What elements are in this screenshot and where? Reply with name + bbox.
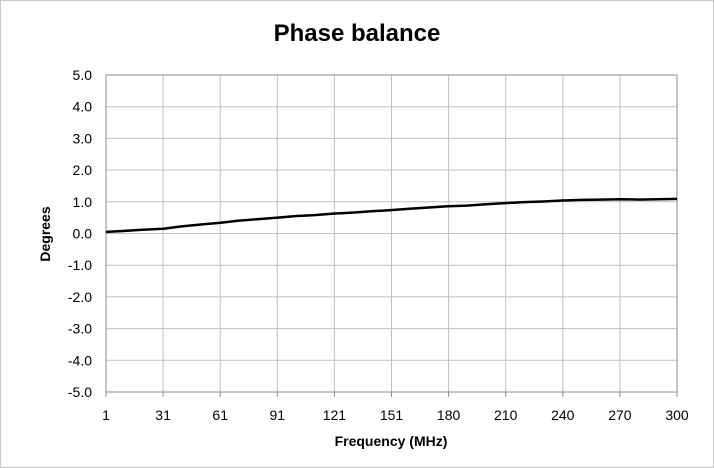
x-tick-label: 270 bbox=[608, 407, 632, 423]
y-tick-label: -3.0 bbox=[68, 321, 92, 337]
plot-area-border bbox=[105, 74, 678, 393]
y-tick-label: -2.0 bbox=[68, 289, 92, 305]
x-tick-label: 180 bbox=[437, 407, 461, 423]
y-tick-label: 4.0 bbox=[73, 99, 93, 115]
y-tick-label: 5.0 bbox=[73, 67, 93, 83]
series-layer bbox=[105, 197, 678, 234]
y-tick-label: -4.0 bbox=[68, 352, 92, 368]
y-tick-label: -5.0 bbox=[68, 384, 92, 400]
y-tick-label: -1.0 bbox=[68, 257, 92, 273]
y-tick-label: 3.0 bbox=[73, 130, 93, 146]
x-tick-label: 1 bbox=[102, 407, 110, 423]
chart-title: Phase balance bbox=[273, 20, 441, 47]
x-tick-label: 240 bbox=[551, 407, 575, 423]
grid bbox=[105, 74, 678, 397]
y-axis-title: Degrees bbox=[37, 206, 53, 261]
x-tick-label: 151 bbox=[380, 407, 404, 423]
tick-labels: 5.0 4.0 3.0 2.0 1.0 0.0 -1.0 -2.0 -3.0 -4.0 -5.0 1 3… bbox=[68, 67, 689, 423]
x-tick-label: 210 bbox=[494, 407, 518, 423]
x-axis-title: Frequency (MHz) bbox=[335, 433, 448, 449]
phase-balance-line bbox=[105, 197, 678, 234]
y-tick-label: 1.0 bbox=[73, 194, 93, 210]
x-tick-label: 121 bbox=[323, 407, 347, 423]
x-tick-label: 61 bbox=[212, 407, 228, 423]
x-tick-label: 31 bbox=[155, 407, 171, 423]
x-tick-label: 300 bbox=[665, 407, 689, 423]
y-tick-label: 0.0 bbox=[73, 226, 93, 242]
x-tick-label: 91 bbox=[270, 407, 286, 423]
y-tick-label: 2.0 bbox=[73, 162, 93, 178]
